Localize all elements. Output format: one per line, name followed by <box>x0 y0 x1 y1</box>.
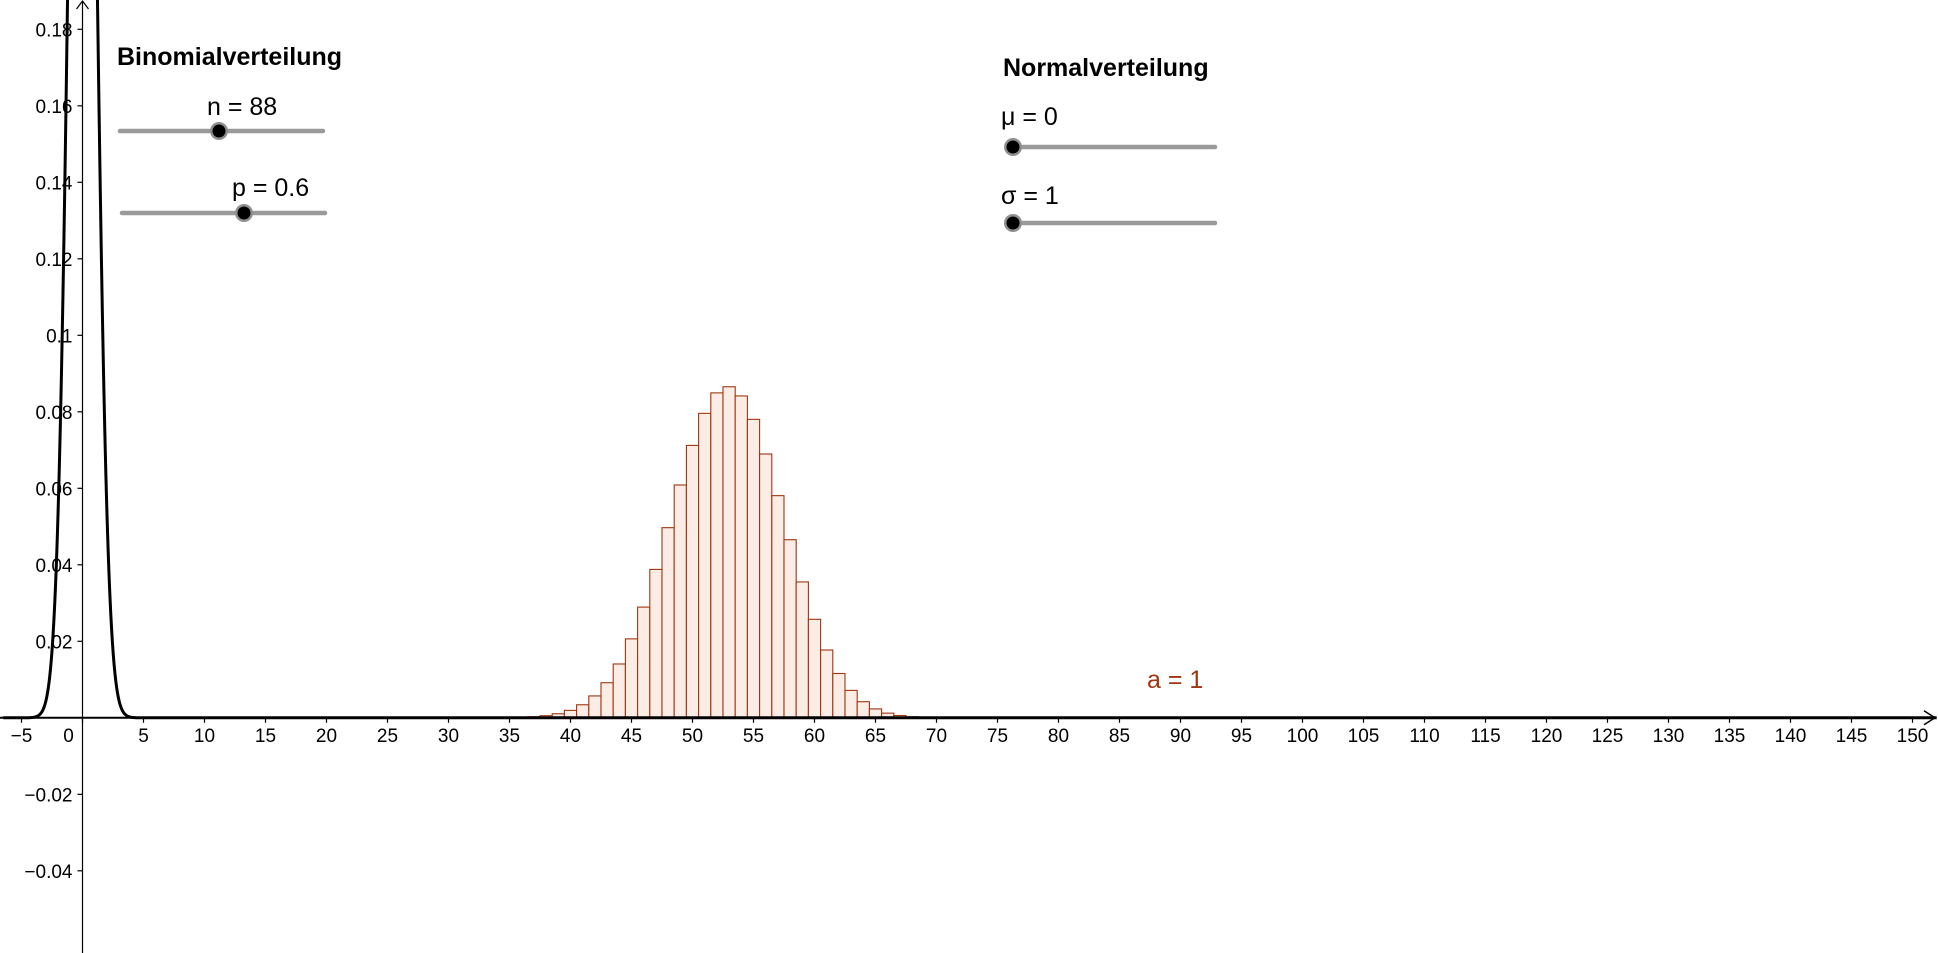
histogram-bar <box>685 444 700 719</box>
y-tick-label: 0.12 <box>36 250 73 271</box>
histogram-bar <box>576 704 590 719</box>
x-tick-label: 70 <box>926 726 947 747</box>
x-tick-label: 20 <box>316 726 337 747</box>
normal-title: Normalverteilung <box>1003 54 1209 82</box>
x-tick-label: 15 <box>255 726 276 747</box>
histogram-bar <box>624 638 639 719</box>
x-tick-label: 150 <box>1897 726 1929 747</box>
x-tick-label: 90 <box>1170 726 1191 747</box>
slider-n[interactable]: n = 88 <box>117 93 326 140</box>
histogram-bar <box>771 495 785 719</box>
histogram-bar <box>734 395 748 719</box>
x-tick-label: 40 <box>560 726 581 747</box>
x-tick-label: 145 <box>1836 726 1868 747</box>
x-tick-label: 55 <box>743 726 764 747</box>
annotation-a: a = 1 <box>1147 666 1203 694</box>
x-tick-label: 100 <box>1287 726 1319 747</box>
histogram-bar <box>807 618 822 719</box>
x-tick-label: 95 <box>1231 726 1252 747</box>
slider-mu-label: μ = 0 <box>1001 103 1058 131</box>
x-tick-label: 75 <box>987 726 1008 747</box>
histogram-bar <box>649 568 663 719</box>
histogram-bar <box>832 672 846 719</box>
x-tick-label: 35 <box>499 726 520 747</box>
y-tick-label: 0.06 <box>36 479 73 500</box>
x-tick-label: 85 <box>1109 726 1130 747</box>
x-tick-label: 65 <box>865 726 886 747</box>
histogram-bar <box>673 484 687 719</box>
y-tick-label: 0.1 <box>46 326 72 347</box>
y-tick-label: −0.04 <box>24 862 73 883</box>
histogram-bar <box>637 606 651 719</box>
x-tick-label: 0 <box>63 726 74 747</box>
y-tick-label: 0.14 <box>36 173 73 194</box>
histogram-bar <box>856 701 870 719</box>
y-tick-label: 0.08 <box>36 403 73 424</box>
histogram-bar <box>844 689 858 719</box>
histogram-bar <box>588 695 602 719</box>
x-tick-label: −5 <box>11 726 33 747</box>
slider-n-label: n = 88 <box>207 93 277 121</box>
x-tick-label: 60 <box>804 726 825 747</box>
binomial-histogram <box>515 386 931 719</box>
histogram-bar <box>783 539 797 719</box>
histogram-bar <box>759 453 773 719</box>
x-tick-label: 120 <box>1531 726 1563 747</box>
x-tick-label: 10 <box>194 726 215 747</box>
histogram-bar <box>661 527 675 719</box>
x-tick-label: 5 <box>138 726 149 747</box>
x-tick-label: 135 <box>1714 726 1746 747</box>
slider-sigma-label: σ = 1 <box>1001 182 1059 210</box>
slider-mu[interactable]: μ = 0 <box>1001 103 1218 156</box>
x-tick-label: 45 <box>621 726 642 747</box>
x-tick-label: 140 <box>1775 726 1807 747</box>
histogram-bar <box>722 386 736 719</box>
histogram-bar <box>600 682 614 719</box>
axis-ticks: −5 0 5 10 15 20 25 30 35 40 45 50 55 60 65 70 75 80 85 90 95… <box>11 20 1929 883</box>
histogram-bar <box>698 412 712 719</box>
normal-panel: Normalverteilung μ = 0 σ = 1 <box>1001 54 1218 232</box>
histogram-bar <box>612 663 626 719</box>
binomial-title: Binomialverteilung <box>117 43 342 71</box>
slider-p[interactable]: p = 0.6 <box>119 174 328 222</box>
x-tick-label: 50 <box>682 726 703 747</box>
histogram-bar <box>820 649 834 719</box>
y-tick-label: 0.16 <box>36 97 73 118</box>
x-tick-label: 110 <box>1409 726 1439 747</box>
x-tick-label: 115 <box>1470 726 1500 747</box>
normal-density-curve <box>3 0 1937 720</box>
y-tick-label: 0.04 <box>36 556 73 577</box>
y-axis-arrow-icon <box>76 0 89 10</box>
x-tick-label: 30 <box>438 726 459 747</box>
x-tick-label: 130 <box>1653 726 1685 747</box>
slider-p-label: p = 0.6 <box>232 174 309 202</box>
x-tick-label: 105 <box>1348 726 1380 747</box>
histogram-bar <box>746 418 761 719</box>
slider-sigma[interactable]: σ = 1 <box>1001 182 1218 232</box>
histogram-bar <box>710 392 724 719</box>
binomial-panel: Binomialverteilung n = 88 p = 0.6 <box>117 43 342 222</box>
x-tick-label: 25 <box>377 726 398 747</box>
y-tick-label: 0.18 <box>36 20 73 41</box>
histogram-bar <box>795 581 809 719</box>
y-tick-label: −0.02 <box>24 785 72 806</box>
x-tick-label: 80 <box>1048 726 1069 747</box>
x-tick-label: 125 <box>1592 726 1624 747</box>
